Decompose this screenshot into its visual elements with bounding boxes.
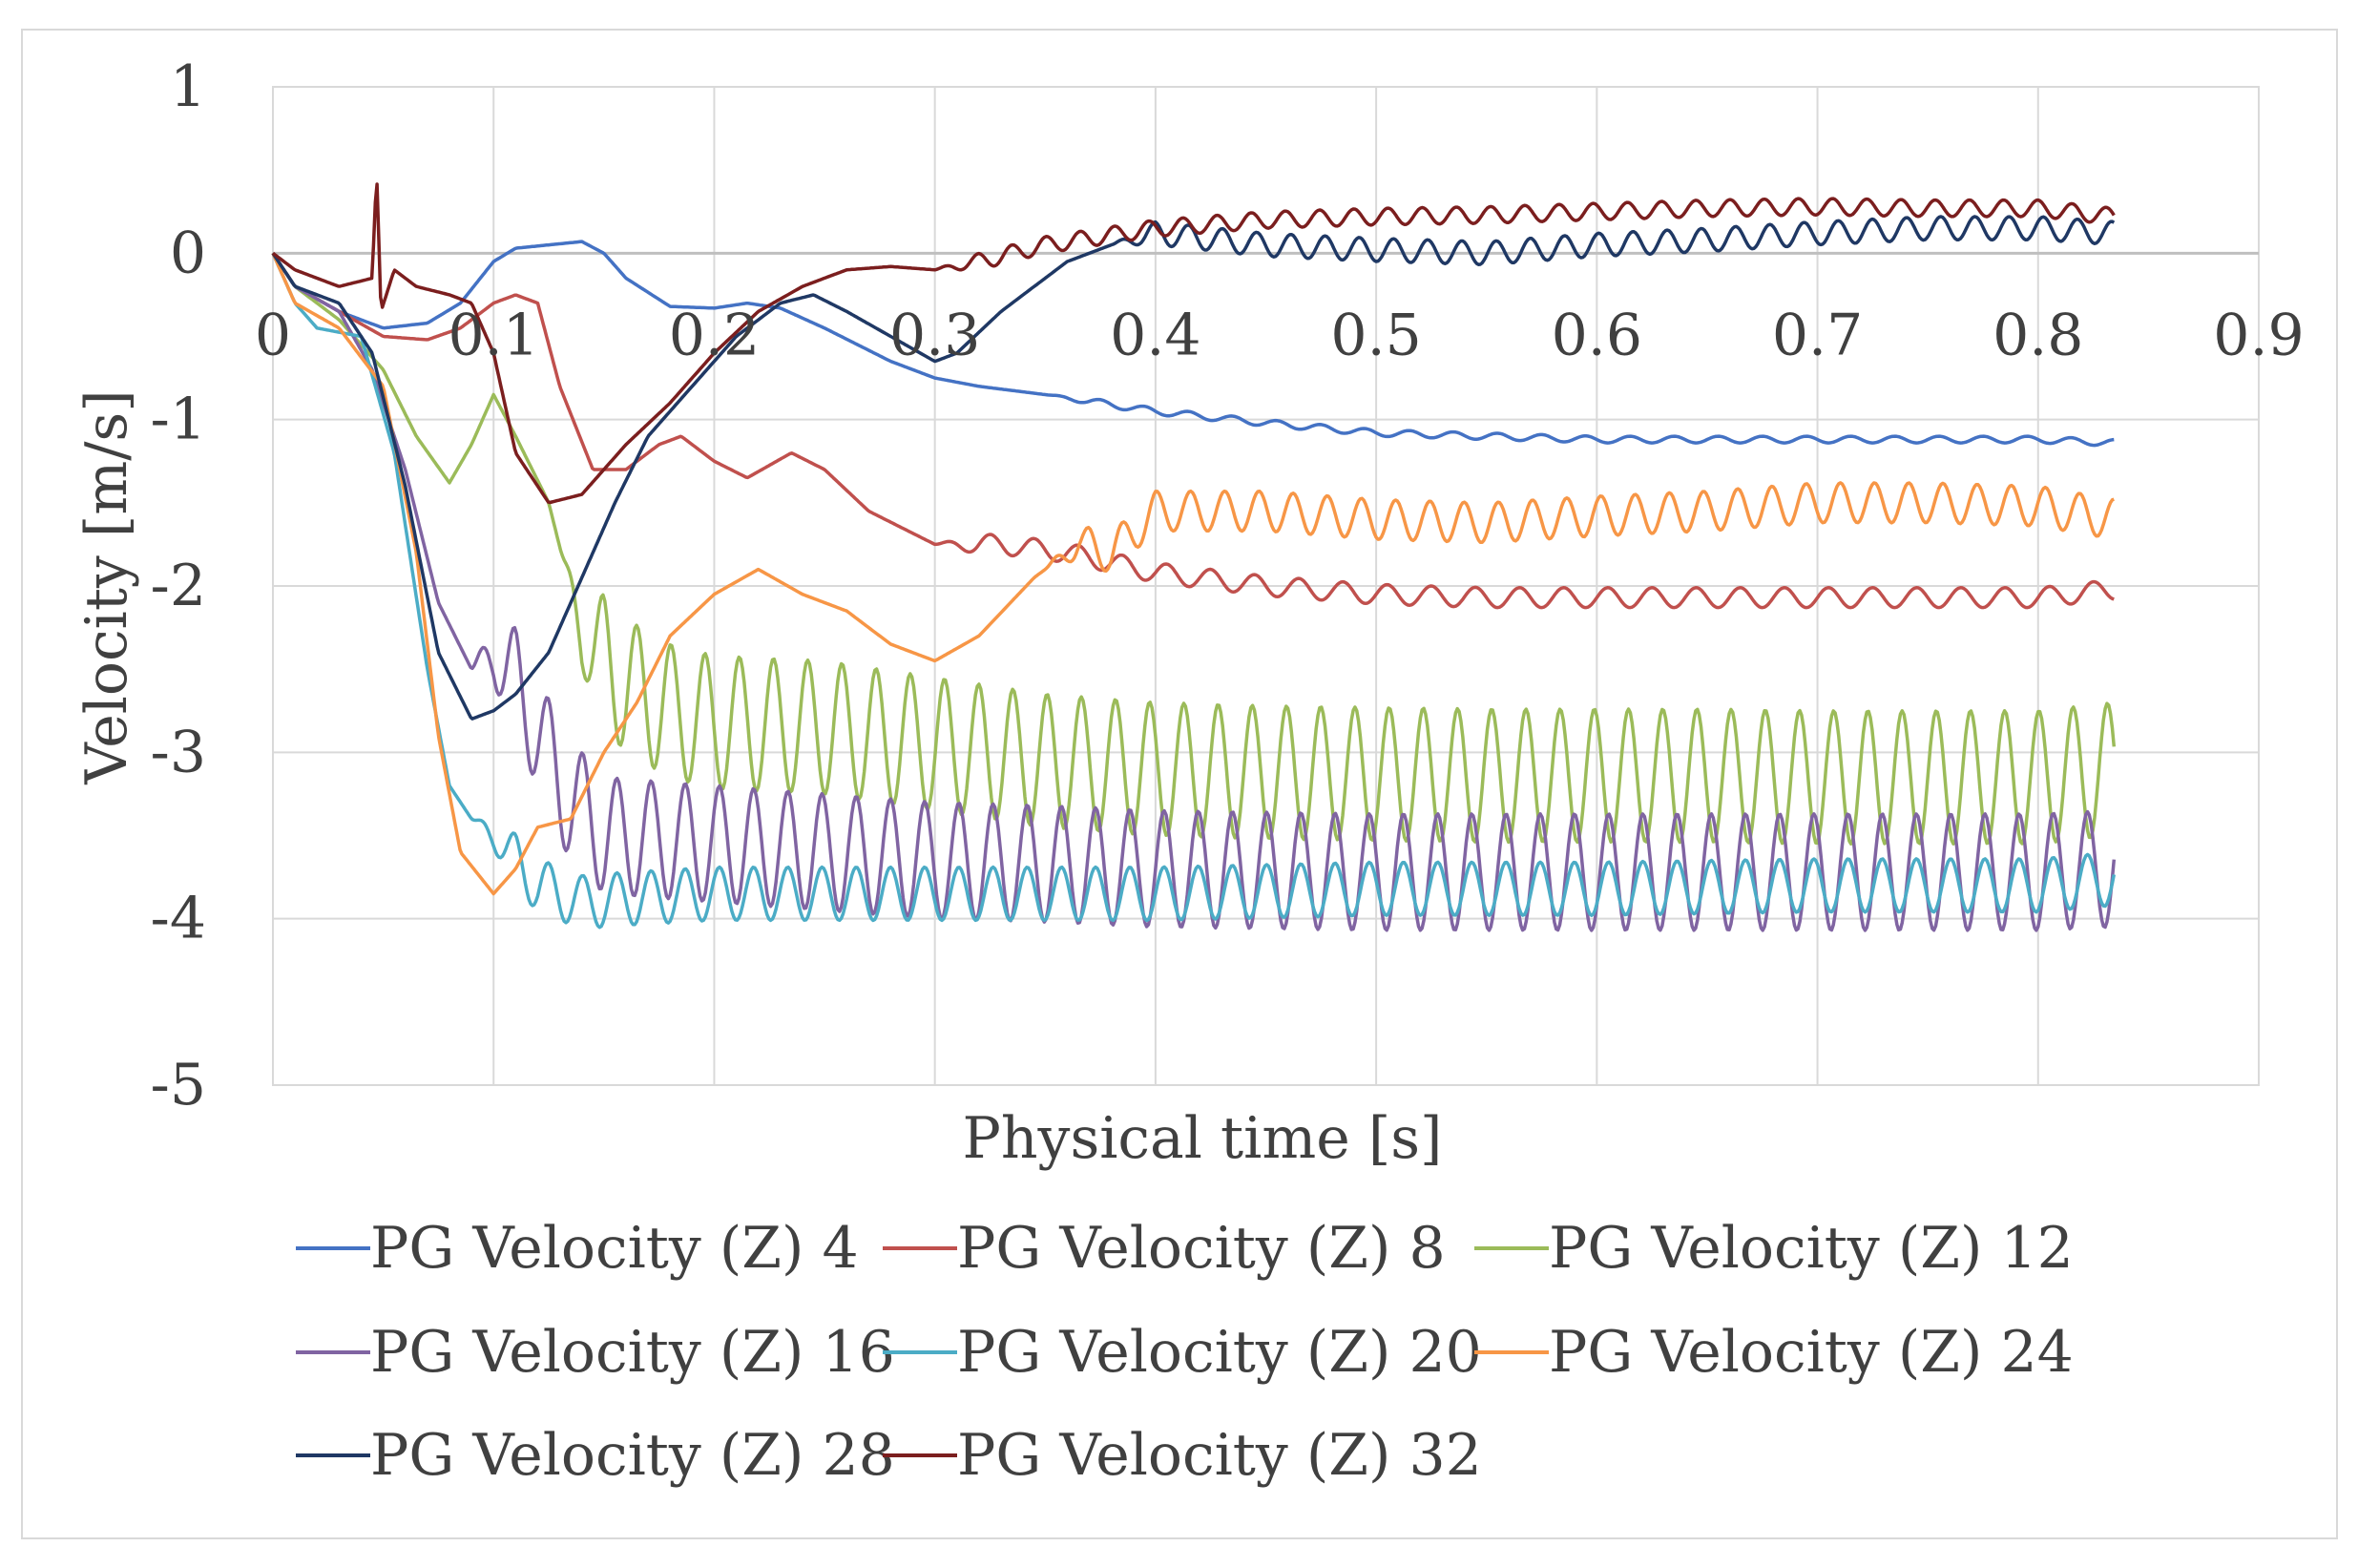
legend: PG Velocity (Z) 4 PG Velocity (Z) 8 PG Vel… <box>296 1215 2074 1489</box>
x-tick-label: 0.2 <box>669 302 760 368</box>
legend-label: PG Velocity (Z) 8 <box>957 1215 1446 1282</box>
legend-label: PG Velocity (Z) 4 <box>370 1215 859 1282</box>
x-tick-label: 0 <box>255 302 291 368</box>
y-tick-label: -1 <box>151 387 206 453</box>
y-axis-title: Velocity [m/s] <box>73 389 140 784</box>
x-axis-title: Physical time [s] <box>963 1105 1443 1172</box>
series-line-5 <box>271 252 2117 930</box>
y-tick-label: 1 <box>170 53 206 120</box>
series-line-8 <box>271 182 2116 505</box>
x-tick-label: 0.8 <box>1993 302 2083 368</box>
x-tick-label: 0.6 <box>1552 302 1642 368</box>
series-line-2 <box>271 252 2115 610</box>
legend-label: PG Velocity (Z) 32 <box>957 1422 1482 1489</box>
series-lines <box>271 182 2117 932</box>
x-tick-label: 0.3 <box>889 302 980 368</box>
y-tick-label: -3 <box>151 719 206 785</box>
series-line-3 <box>271 252 2117 846</box>
legend-label: PG Velocity (Z) 12 <box>1549 1215 2074 1282</box>
legend-label: PG Velocity (Z) 28 <box>370 1422 895 1489</box>
y-tick-label: -2 <box>151 553 206 619</box>
x-tick-label: 0.9 <box>2213 302 2304 368</box>
series-line-4 <box>271 252 2117 932</box>
x-tick-label: 0.5 <box>1330 302 1421 368</box>
legend-label: PG Velocity (Z) 20 <box>957 1319 1482 1386</box>
y-tick-label: 0 <box>170 220 206 286</box>
y-tick-label: -4 <box>151 886 206 952</box>
series-line-1 <box>271 240 2115 448</box>
series-line-7 <box>271 215 2116 721</box>
x-tick-label: 0.1 <box>449 302 539 368</box>
tick-labels: 0 0.1 0.2 0.3 0.4 0.5 0.6 0.7 0.8 0.9 1 0 -1 -2 -3 -4 -5 <box>151 53 2305 1119</box>
x-tick-label: 0.4 <box>1110 302 1200 368</box>
gridlines <box>272 86 2260 1086</box>
y-tick-label: -5 <box>151 1052 206 1119</box>
legend-label: PG Velocity (Z) 24 <box>1549 1319 2074 1386</box>
x-tick-label: 0.7 <box>1772 302 1863 368</box>
legend-label: PG Velocity (Z) 16 <box>370 1319 895 1386</box>
series-line-6 <box>271 252 2115 896</box>
